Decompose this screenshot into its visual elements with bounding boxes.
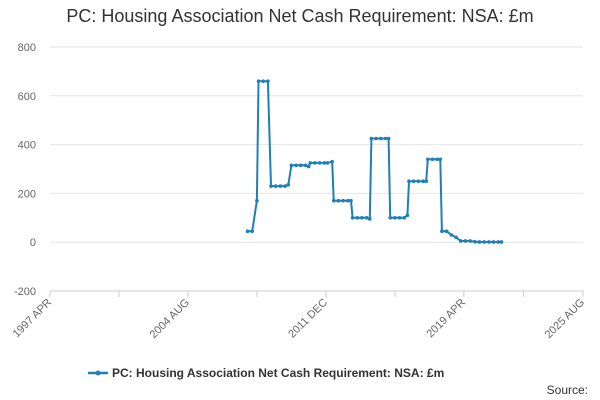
data-point[interactable] (458, 239, 463, 243)
data-point[interactable] (360, 216, 364, 220)
data-point[interactable] (491, 240, 496, 244)
data-point[interactable] (402, 216, 407, 220)
data-point[interactable] (463, 239, 468, 243)
data-point[interactable] (331, 198, 336, 203)
data-point[interactable] (286, 183, 291, 187)
x-tick-label: 2011 DEC (286, 297, 330, 341)
axes: -200 0 200 400 600 800 1997 APR 2004 AUG 2011 DE… (11, 42, 588, 341)
data-point[interactable] (355, 216, 360, 220)
data-point[interactable] (308, 161, 313, 165)
data-point[interactable] (449, 233, 454, 237)
data-point[interactable] (468, 239, 472, 243)
data-point[interactable] (245, 229, 250, 234)
data-point[interactable] (349, 198, 353, 203)
source-label: Source: (547, 383, 588, 397)
data-point[interactable] (266, 79, 270, 83)
data-point[interactable] (336, 198, 341, 203)
data-point[interactable] (364, 216, 369, 220)
data-point[interactable] (322, 161, 327, 165)
data-point[interactable] (499, 240, 504, 244)
data-point[interactable] (407, 179, 411, 183)
data-point[interactable] (440, 229, 444, 234)
y-tick-label: 400 (18, 140, 36, 152)
data-point[interactable] (454, 235, 458, 240)
data-point[interactable] (289, 163, 294, 168)
data-point[interactable] (369, 136, 374, 141)
data-point[interactable] (317, 161, 322, 165)
x-tick-label: 2025 AUG (543, 297, 587, 341)
data-point[interactable] (303, 163, 308, 168)
data-point[interactable] (393, 216, 397, 220)
legend-marker-icon (95, 370, 101, 376)
data-point[interactable] (273, 184, 278, 188)
data-point[interactable] (383, 136, 388, 141)
data-point[interactable] (496, 240, 501, 244)
data-point[interactable] (416, 179, 421, 183)
data-point[interactable] (487, 240, 491, 244)
data-point[interactable] (435, 157, 440, 162)
data-point[interactable] (256, 79, 261, 83)
data-point[interactable] (341, 198, 345, 203)
data-point[interactable] (421, 179, 425, 183)
legend[interactable]: PC: Housing Association Net Cash Require… (88, 366, 444, 380)
data-point[interactable] (330, 159, 334, 164)
data-point[interactable] (261, 79, 266, 83)
y-tick-label: 600 (18, 91, 36, 103)
data-point[interactable] (430, 157, 435, 162)
data-point[interactable] (313, 161, 317, 165)
x-tick-label: 2019 APR (424, 297, 468, 341)
chart-title: PC: Housing Association Net Cash Require… (66, 6, 534, 26)
data-point[interactable] (294, 163, 298, 168)
data-point[interactable] (426, 157, 430, 162)
x-tick-label: 1997 APR (11, 297, 55, 341)
data-point[interactable] (388, 216, 392, 220)
data-point[interactable] (411, 179, 416, 183)
y-tick-label: 200 (18, 188, 36, 200)
data-point[interactable] (325, 161, 330, 165)
y-tick-label: -200 (14, 286, 36, 298)
gridlines (50, 46, 583, 292)
data-point[interactable] (368, 217, 372, 221)
data-point[interactable] (405, 213, 410, 218)
y-tick-label: 0 (30, 237, 36, 249)
y-tick-label: 800 (18, 42, 36, 54)
data-point[interactable] (473, 239, 477, 244)
data-point[interactable] (250, 229, 255, 234)
data-point[interactable] (350, 216, 355, 220)
data-point[interactable] (424, 179, 429, 183)
x-tick-label: 2004 AUG (148, 297, 192, 341)
data-point[interactable] (283, 184, 287, 188)
data-point[interactable] (299, 163, 303, 168)
data-point[interactable] (438, 157, 443, 162)
data-point[interactable] (374, 136, 378, 141)
data-point[interactable] (397, 216, 402, 220)
series-line (247, 80, 502, 243)
data-point[interactable] (255, 198, 259, 203)
series-layer (245, 79, 504, 244)
data-point[interactable] (269, 184, 273, 188)
data-point[interactable] (477, 240, 482, 244)
data-point[interactable] (306, 164, 311, 169)
data-point[interactable] (378, 136, 383, 141)
legend-label: PC: Housing Association Net Cash Require… (112, 366, 444, 380)
data-point[interactable] (278, 184, 283, 188)
data-point[interactable] (346, 198, 350, 203)
data-point[interactable] (386, 136, 391, 141)
data-point[interactable] (482, 240, 487, 244)
data-point[interactable] (444, 229, 449, 234)
